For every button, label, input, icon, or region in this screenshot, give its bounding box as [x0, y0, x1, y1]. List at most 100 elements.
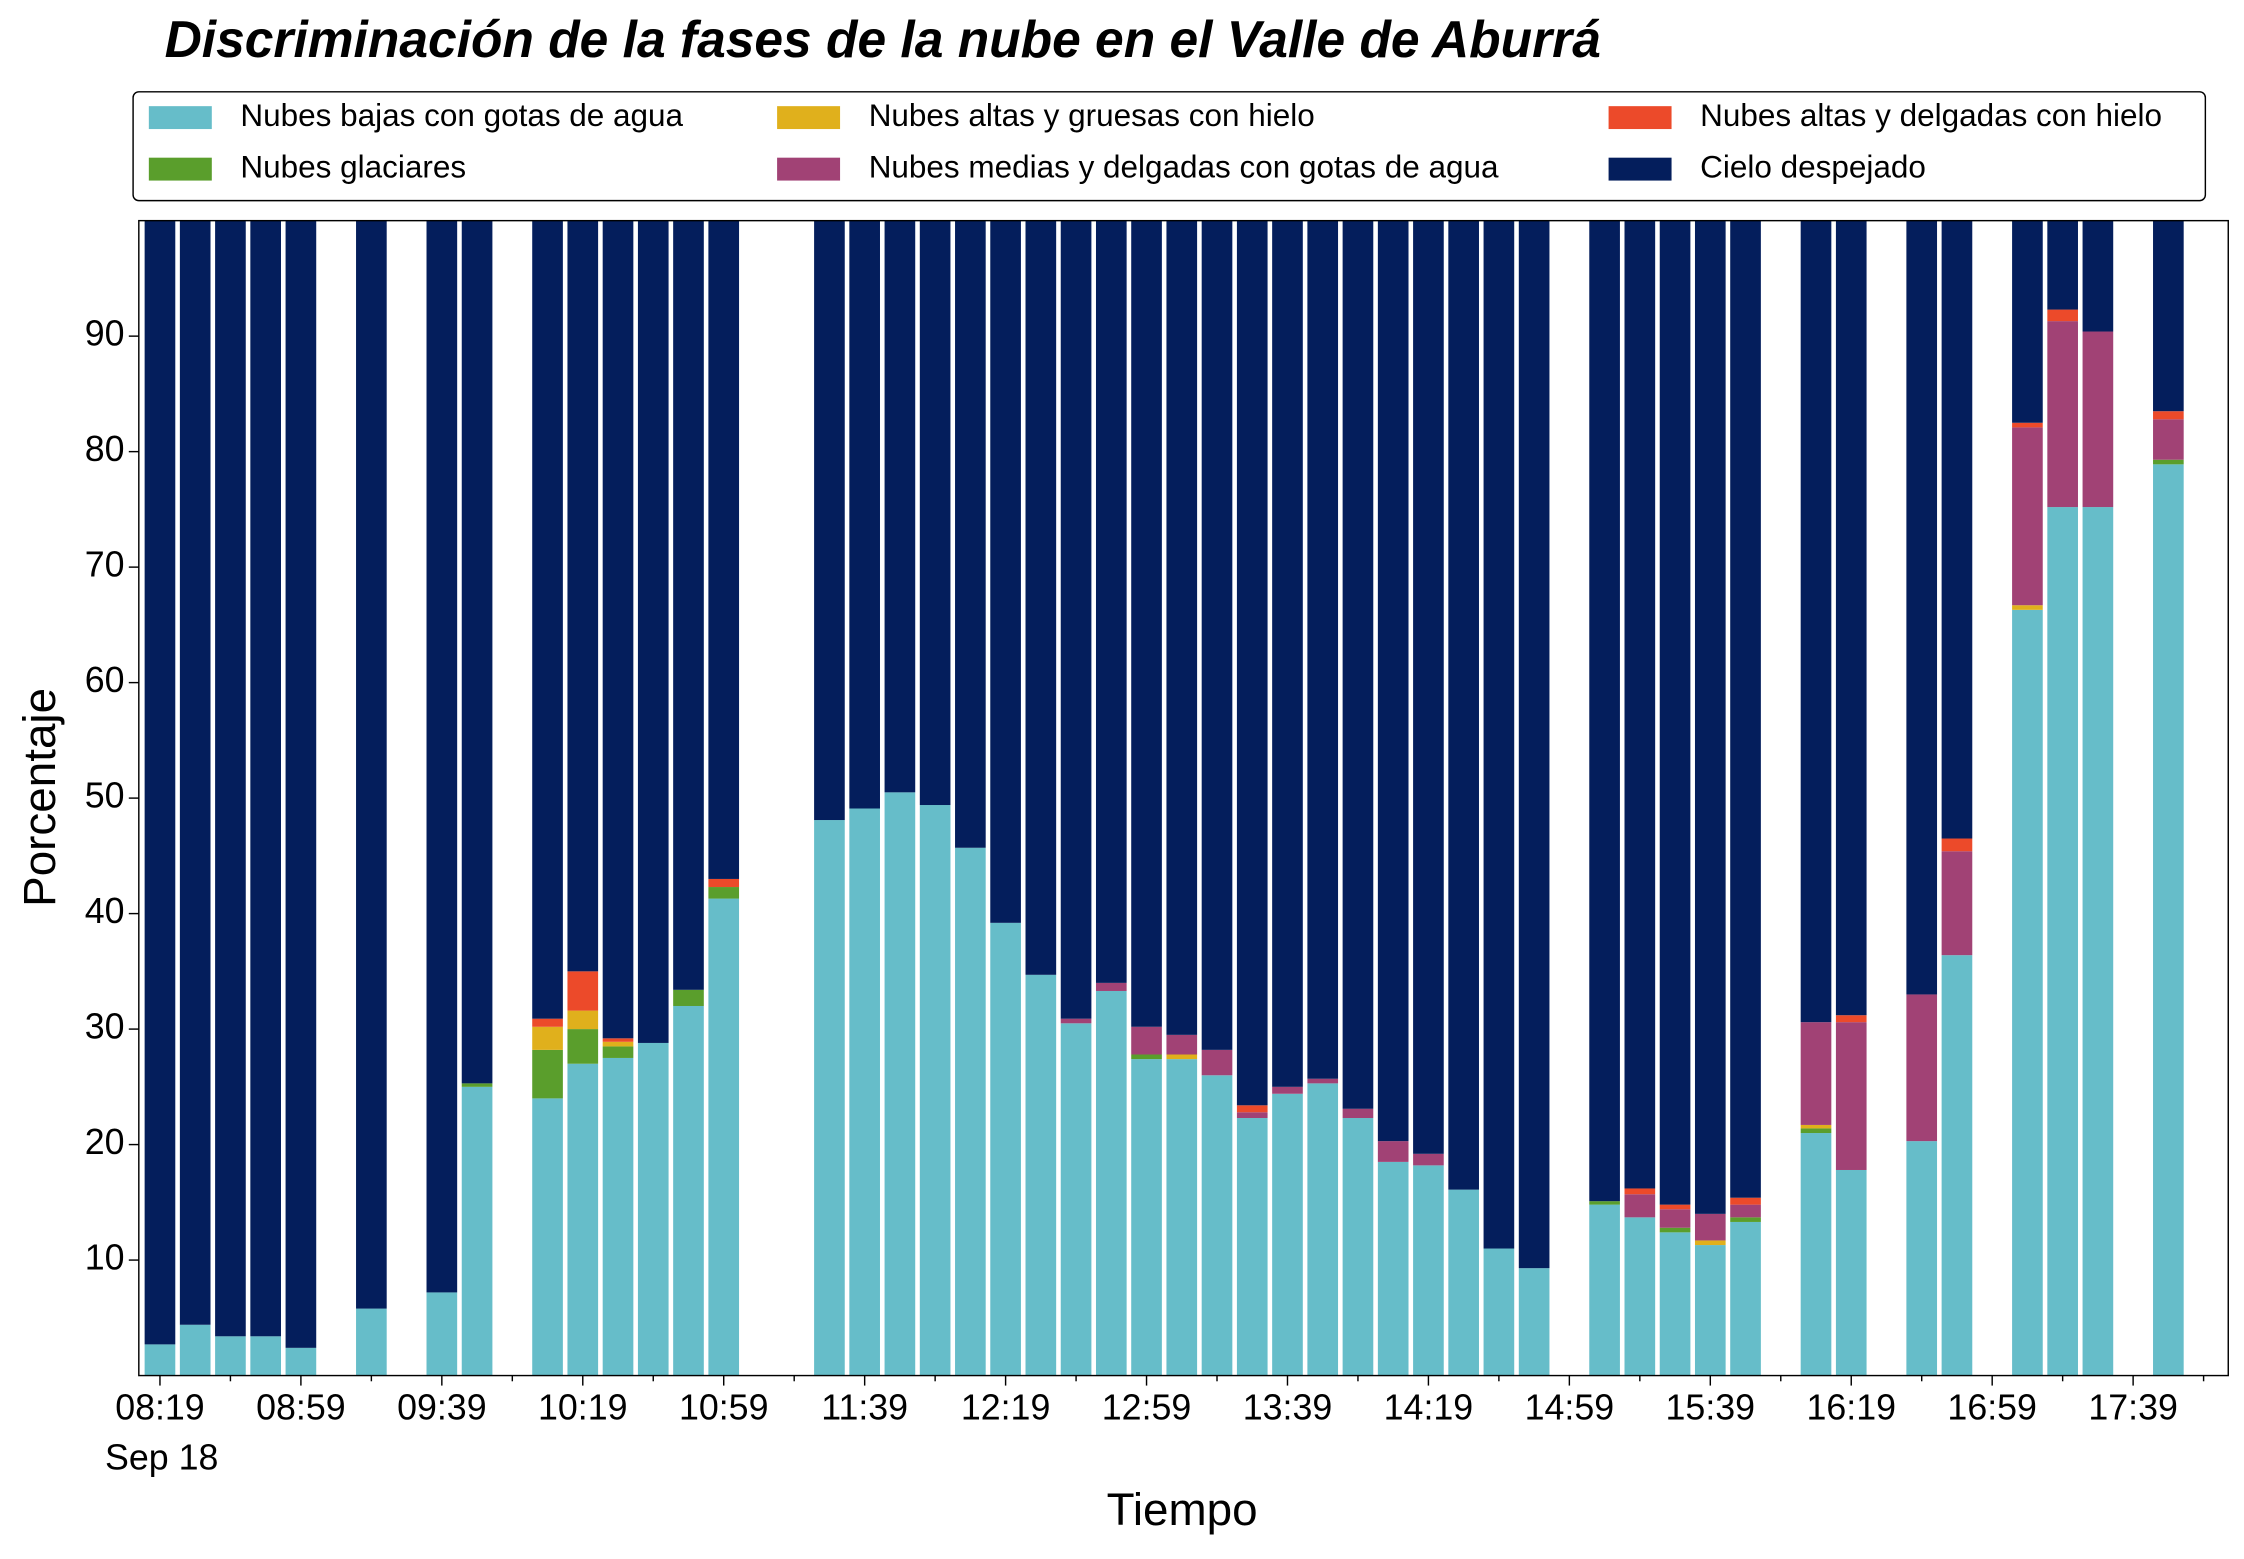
bar-segment: [1906, 220, 1938, 995]
bar-segment: [2082, 220, 2114, 332]
x-tick-label: 08:19: [115, 1387, 205, 1427]
bar-segment: [673, 989, 704, 1006]
bar-segment: [1518, 220, 1550, 1269]
bar-segment: [567, 1029, 599, 1064]
bar-segment: [1694, 1213, 1726, 1241]
bar-segment: [1800, 220, 1832, 1023]
bar-segment: [1272, 220, 1303, 1087]
bar-segment: [1589, 1204, 1620, 1376]
bar-segment: [1448, 1189, 1479, 1376]
bar-segment: [990, 220, 1021, 923]
bar-segment: [1272, 1093, 1303, 1376]
bar-segment: [1483, 1248, 1515, 1376]
bar-segment: [215, 1336, 246, 1376]
bar-segment: [567, 1063, 599, 1376]
bar-segment: [1307, 1083, 1339, 1376]
bar-segment: [1131, 1054, 1162, 1060]
bar-segment: [2012, 605, 2043, 610]
bar-segment: [1060, 220, 1092, 1019]
bar-segment: [1166, 220, 1198, 1035]
x-tick-label: 16:59: [1947, 1387, 2037, 1427]
y-tick-label: 90: [85, 314, 125, 354]
x-tick-label: 16:19: [1806, 1387, 1896, 1427]
bar-segment: [1166, 1059, 1198, 1376]
bar-segment: [2153, 411, 2184, 420]
bar-segment: [849, 808, 880, 1376]
x-tick-label: 09:39: [397, 1387, 487, 1427]
bar-segment: [637, 220, 669, 1043]
legend-label: Nubes altas y delgadas con hielo: [1700, 98, 2162, 133]
bar-segment: [708, 898, 740, 1376]
bar-segment: [356, 1308, 387, 1376]
bar-segment: [2153, 459, 2184, 465]
bar-segment: [2012, 422, 2043, 428]
y-tick-label: 70: [85, 545, 125, 585]
bar-segment: [2047, 321, 2078, 508]
x-tick-label: 17:39: [2088, 1387, 2178, 1427]
bar-segment: [532, 220, 563, 1019]
bar-segment: [1906, 1141, 1938, 1376]
bar-segment: [1659, 1227, 1691, 1233]
x-tick-label: 12:59: [1102, 1387, 1192, 1427]
legend-swatch: [1608, 157, 1672, 181]
bar-segment: [1800, 1128, 1832, 1134]
bar-segment: [1201, 1049, 1233, 1076]
bar-segment: [1413, 1165, 1444, 1376]
bar-segment: [1624, 1188, 1656, 1195]
x-tick-label: 10:19: [538, 1387, 628, 1427]
bar-segment: [2047, 309, 2078, 322]
bar-segment: [884, 792, 916, 1376]
legend-label: Cielo despejado: [1700, 149, 1926, 184]
bar-segment: [2153, 220, 2184, 412]
bar-segment: [179, 220, 211, 1325]
bar-segment: [1095, 990, 1127, 1376]
bar-segment: [2012, 609, 2043, 1376]
bar-segment: [1272, 1086, 1303, 1094]
y-tick-label: 80: [85, 429, 125, 469]
bar-segment: [1448, 220, 1479, 1190]
bar-segment: [1730, 1197, 1761, 1205]
bar-segment: [1659, 220, 1691, 1205]
bar-segment: [1941, 220, 1973, 839]
bar-segment: [1624, 1217, 1656, 1376]
bar-segment: [179, 1324, 211, 1376]
x-date-label: Sep 18: [105, 1437, 218, 1477]
bar-segment: [708, 878, 740, 888]
bar-segment: [602, 1038, 634, 1042]
bar-segment: [1694, 1240, 1726, 1246]
bar-segment: [285, 1347, 317, 1376]
bar-segment: [1166, 1054, 1198, 1060]
bar-segment: [2153, 419, 2184, 460]
bar-segment: [673, 1005, 704, 1376]
bar-segment: [884, 220, 916, 793]
bar-segment: [144, 1344, 176, 1376]
bar-segment: [1730, 1221, 1761, 1376]
legend-swatch: [148, 106, 212, 130]
x-tick-label: 12:19: [961, 1387, 1051, 1427]
bar-segment: [602, 1057, 634, 1376]
bar-segment: [532, 1049, 563, 1099]
bar-segment: [1131, 220, 1162, 1027]
bar-segment: [602, 1041, 634, 1047]
bar-segment: [1835, 1015, 1867, 1023]
legend-swatch: [148, 157, 212, 181]
bar-segment: [1236, 1105, 1268, 1113]
bar-segment: [1342, 1108, 1374, 1119]
y-tick-label: 40: [85, 891, 125, 931]
bar-segment: [1060, 1023, 1092, 1376]
bar-segment: [356, 220, 387, 1309]
bar-segment: [215, 220, 246, 1337]
bar-segment: [2047, 220, 2078, 310]
bar-segment: [1025, 220, 1057, 975]
y-tick-label: 50: [85, 776, 125, 816]
legend-label: Nubes altas y gruesas con hielo: [869, 98, 1315, 133]
bar-segment: [2012, 427, 2043, 606]
legend-label: Nubes medias y delgadas con gotas de agu…: [869, 149, 1499, 184]
x-tick-label: 10:59: [679, 1387, 769, 1427]
bar-segment: [1166, 1034, 1198, 1055]
bar-segment: [955, 847, 986, 1376]
bar-segment: [567, 971, 599, 1011]
bar-segment: [1694, 220, 1726, 1214]
bar-segment: [1025, 974, 1057, 1376]
